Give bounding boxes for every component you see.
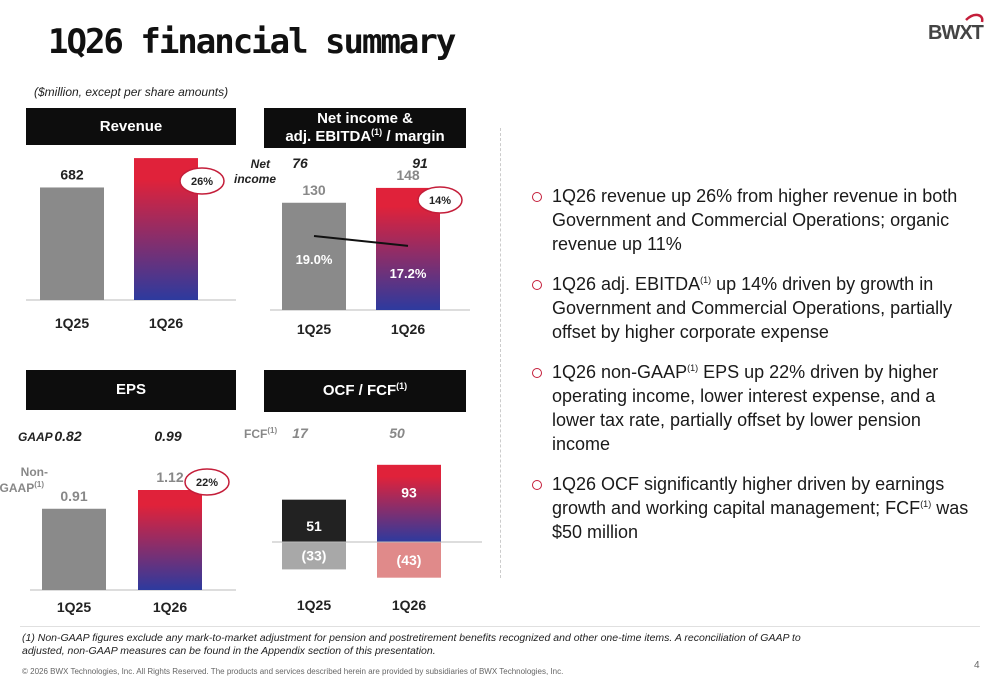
ocf-header-text-wrap: OCF / FCF(1)	[323, 382, 407, 400]
column-divider	[500, 128, 501, 578]
ocf-positive-bar-1Q25	[282, 499, 346, 542]
highlight-ocf: 1Q26 OCF significantly higher driven by …	[532, 472, 982, 544]
highlight-ebitda-sup: (1)	[700, 275, 712, 285]
highlight-eps-text-b: EPS up 22% driven by higher operating in…	[552, 362, 939, 454]
bullet-circle-icon	[532, 280, 542, 290]
highlight-revenue: 1Q26 revenue up 26% from higher revenue …	[532, 184, 982, 256]
ocf-positive-bar-1Q26	[377, 464, 441, 542]
revenue-category-label: 1Q25	[55, 315, 89, 331]
fcf-value: 17	[292, 425, 309, 441]
ocf-header-sup: (1)	[396, 381, 408, 391]
gaap-label: GAAP	[18, 430, 54, 444]
revenue-bar-1Q25	[40, 187, 104, 300]
ebitda-value-label: 130	[302, 182, 326, 198]
highlight-eps-text-a: 1Q26 non-GAAP	[552, 362, 688, 382]
highlight-ocf-text-a: 1Q26 OCF significantly higher driven by …	[552, 474, 945, 518]
ocf-chart: FCF(1) 51 (33) 1Q25 17 93 (43) 1Q26 50	[236, 414, 486, 619]
highlight-ocf-text-b: was $50 million	[552, 498, 969, 542]
highlight-eps-sup: (1)	[687, 363, 699, 373]
bullet-circle-icon	[532, 192, 542, 202]
net-income-header-line1: Net income &	[317, 110, 413, 127]
eps-growth-badge	[184, 468, 230, 496]
net-income-row-label-1: Net	[251, 157, 271, 171]
ebitda-bar-1Q25	[282, 202, 346, 310]
eps-chart: GAAP Non- GAAP(1) 0.91 1Q25 0.82 1.12 1Q26 0.99 2…	[0, 414, 240, 619]
revenue-growth-badge	[179, 167, 225, 195]
highlight-ebitda-text-a: 1Q26 adj. EBITDA	[552, 274, 701, 294]
highlight-ebitda-text-b: up 14% driven by growth in Government an…	[552, 274, 953, 342]
net-income-header-line2: adj. EBITDA(1) / margin	[285, 128, 444, 146]
revenue-category-label: 1Q26	[149, 315, 183, 331]
highlight-eps: 1Q26 non-GAAP(1) EPS up 22% driven by hi…	[532, 360, 982, 456]
nongaap-label-1: Non-	[21, 465, 48, 479]
fcf-label: FCF(1)	[244, 426, 277, 441]
ebitda-growth-text: 14%	[429, 195, 451, 207]
net-income-header-line2-text: adj. EBITDA	[285, 128, 372, 145]
highlight-ebitda: 1Q26 adj. EBITDA(1) up 14% driven by gro…	[532, 272, 982, 344]
eps-header-text: EPS	[115, 381, 146, 398]
ocf-category-label: 1Q25	[297, 597, 331, 613]
gaap-eps-value: 0.99	[154, 428, 181, 444]
ocf-negative-label: (43)	[397, 552, 422, 568]
page-number: 4	[974, 660, 980, 671]
ebitda-category-label: 1Q25	[297, 321, 331, 337]
eps-header: EPS	[26, 370, 236, 410]
revenue-header: Revenue	[26, 108, 236, 145]
copyright: © 2026 BWX Technologies, Inc. All Rights…	[22, 667, 564, 676]
units-subtitle: ($million, except per share amounts)	[34, 85, 229, 99]
logo-text: BWXT	[928, 22, 984, 44]
bwxt-logo: BWXT	[928, 12, 988, 48]
ocf-header-text: OCF / FCF	[322, 382, 397, 399]
bullet-circle-icon	[532, 368, 542, 378]
revenue-value-label: 860	[154, 150, 178, 153]
footnote: (1) Non-GAAP figures exclude any mark-to…	[22, 632, 801, 657]
ocf-negative-bar-1Q25	[282, 542, 346, 570]
margin-label: 17.2%	[390, 266, 427, 281]
ocf-positive-label: 93	[401, 484, 417, 500]
eps-category-label: 1Q26	[153, 599, 187, 615]
gaap-eps-value: 0.82	[54, 428, 81, 444]
net-income-chart: Net income 130 1Q25 76 148 1Q26 91 19.0% 17.2% 14%	[230, 150, 480, 340]
revenue-value-label: 682	[60, 166, 84, 182]
bullet-circle-icon	[532, 480, 542, 490]
revenue-chart: 682 1Q25 860 1Q26 26%	[26, 137, 236, 340]
net-income-header-line2-post: / margin	[382, 128, 445, 145]
eps-category-label: 1Q25	[57, 599, 91, 615]
ebitda-value-label: 148	[396, 167, 420, 183]
nongaap-label-2: GAAP(1)	[0, 480, 44, 495]
ebitda-growth-badge	[417, 186, 463, 214]
highlight-revenue-text: 1Q26 revenue up 26% from higher revenue …	[552, 186, 958, 254]
page-title: 1Q26 financial summary	[48, 22, 456, 62]
fcf-value: 50	[389, 425, 405, 441]
eps-bar-1Q25	[42, 508, 106, 590]
revenue-header-text: Revenue	[99, 117, 163, 135]
net-income-header-sup: (1)	[371, 127, 383, 137]
eps-value-label: 1.12	[156, 469, 183, 485]
ocf-header: OCF / FCF(1)	[264, 370, 466, 412]
margin-label: 19.0%	[296, 252, 333, 267]
eps-growth-text: 22%	[196, 477, 218, 489]
eps-bar-1Q26	[138, 490, 202, 590]
net-income-value: 76	[292, 155, 308, 171]
ocf-negative-label: (33)	[302, 548, 327, 564]
highlight-ocf-sup: (1)	[920, 499, 932, 509]
net-income-header: Net income & adj. EBITDA(1) / margin	[264, 108, 466, 148]
highlights-list: 1Q26 revenue up 26% from higher revenue …	[532, 184, 982, 560]
ocf-negative-bar-1Q26	[377, 542, 441, 578]
net-income-value: 91	[412, 155, 428, 171]
ocf-positive-label: 51	[306, 518, 322, 534]
eps-value-label: 0.91	[60, 488, 87, 504]
net-income-row-label-2: income	[234, 172, 276, 186]
footer-rule	[20, 626, 980, 627]
revenue-growth-text: 26%	[191, 176, 213, 188]
ocf-category-label: 1Q26	[392, 597, 426, 613]
margin-line	[313, 235, 409, 247]
ebitda-category-label: 1Q26	[391, 321, 425, 337]
